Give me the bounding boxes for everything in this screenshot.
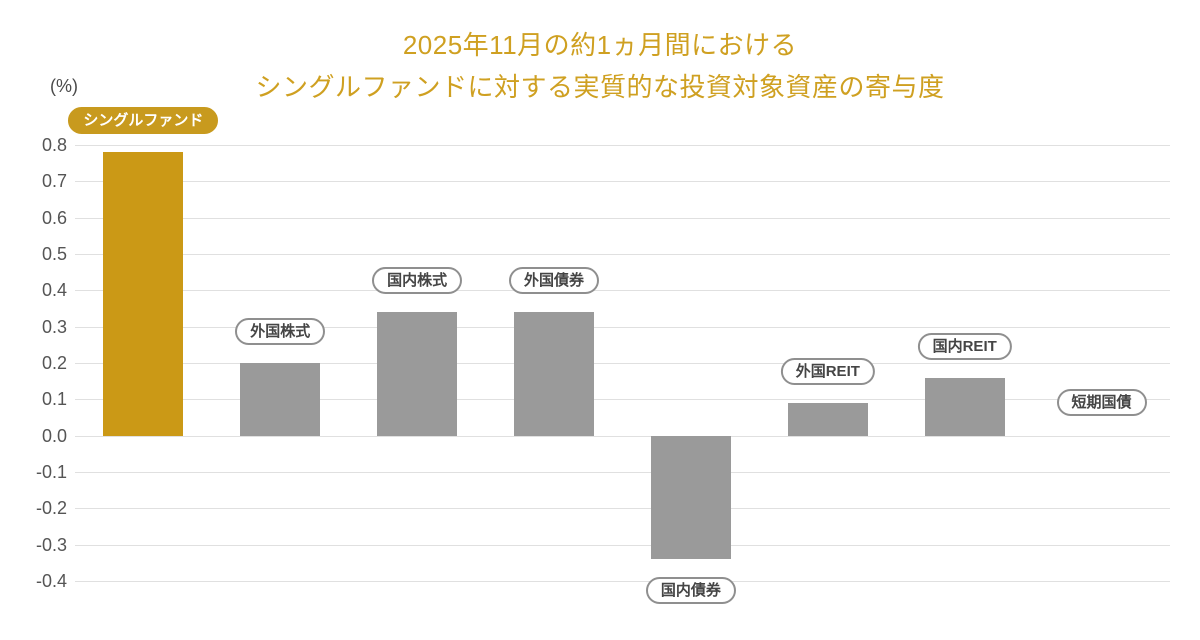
gridline-0.8: [75, 145, 1170, 146]
y-tick-label-0.0: 0.0: [41, 425, 67, 446]
gridline-0.1: [75, 399, 1170, 401]
gridline-0.7: [75, 181, 1170, 183]
gridline-0.5: [75, 254, 1170, 255]
gridline-0.3: [75, 326, 1170, 328]
y-tick-label--0.2: -0.2: [35, 498, 67, 519]
bar-foreign-bonds: [514, 312, 595, 436]
bar-single-fund: [103, 152, 184, 436]
y-tick-label--0.4: -0.4: [35, 571, 67, 591]
label-foreign-bonds: 外国債券: [509, 267, 600, 295]
y-tick-label-0.6: 0.6: [41, 207, 67, 228]
y-tick-label-0.3: 0.3: [41, 316, 67, 337]
bar-domestic-bonds: [650, 435, 731, 560]
gridline--0.1: [75, 472, 1170, 473]
y-tick-label-0.8: 0.8: [41, 135, 67, 155]
bar-foreign-equity: [240, 363, 321, 436]
y-tick-label--0.1: -0.1: [35, 462, 67, 482]
bar-domestic-equity: [377, 312, 458, 436]
gridline-0.0: [75, 435, 1170, 437]
chart-title: 2025年11月の約1ヵ月間における シングルファンドに対する実質的な投資対象資…: [0, 24, 1200, 108]
label-domestic-bonds: 国内債券: [645, 577, 736, 605]
y-tick-label--0.3: -0.3: [35, 534, 67, 555]
plot-area: 0.8 0.7 0.6 0.5 0.4 0.3 0.2 0.1 0.0 -0.1 -0.2 -0.3 -…: [36, 107, 1170, 605]
label-domestic-reit: 国内REIT: [917, 332, 1012, 360]
bar-domestic-reit: [924, 377, 1005, 436]
y-tick-label-0.5: 0.5: [41, 244, 67, 264]
chart-title-line-1: 2025年11月の約1ヵ月間における: [402, 30, 798, 60]
chart-title-line-2: シングルファンドに対する実質的な投資対象資産の寄与度: [255, 72, 945, 102]
label-foreign-reit: 外国REIT: [780, 357, 875, 385]
label-domestic-equity: 国内株式: [372, 267, 463, 295]
gridline--0.4: [75, 581, 1170, 582]
y-tick-label-0.4: 0.4: [41, 280, 67, 301]
label-short-term-gov-bonds: 短期国債: [1056, 388, 1147, 416]
gridline--0.2: [75, 508, 1170, 510]
y-tick-label-0.7: 0.7: [41, 171, 67, 192]
label-single-fund: シングルファンド: [68, 107, 219, 135]
gridline--0.3: [75, 544, 1170, 546]
y-axis-unit-label: (%): [50, 76, 78, 96]
gridline-0.6: [75, 217, 1170, 219]
bar-foreign-reit: [787, 402, 868, 436]
y-tick-label-0.1: 0.1: [41, 389, 67, 410]
y-tick-label-0.2: 0.2: [41, 353, 67, 373]
gridline-0.4: [75, 290, 1170, 292]
label-foreign-equity: 外国株式: [235, 318, 326, 345]
gridline-0.2: [75, 363, 1170, 364]
